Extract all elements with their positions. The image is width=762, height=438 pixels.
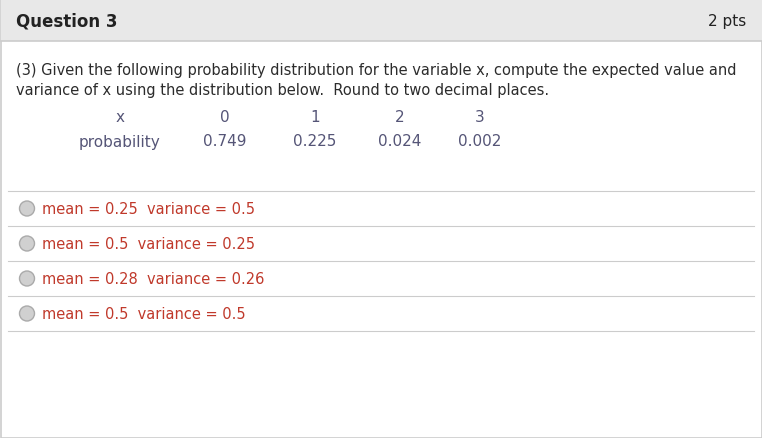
Text: mean = 0.5  variance = 0.5: mean = 0.5 variance = 0.5: [42, 306, 245, 321]
Text: 0.225: 0.225: [293, 134, 337, 149]
Text: 2 pts: 2 pts: [708, 14, 746, 28]
Text: mean = 0.5  variance = 0.25: mean = 0.5 variance = 0.25: [42, 237, 255, 251]
Text: variance of x using the distribution below.  Round to two decimal places.: variance of x using the distribution bel…: [16, 82, 549, 97]
Text: 3: 3: [475, 110, 485, 125]
Text: x: x: [116, 110, 124, 125]
Circle shape: [20, 272, 34, 286]
Circle shape: [20, 237, 34, 251]
Text: probability: probability: [79, 134, 161, 149]
Circle shape: [20, 201, 34, 216]
Text: 0.002: 0.002: [458, 134, 501, 149]
Circle shape: [20, 306, 34, 321]
Text: (3) Given the following probability distribution for the variable x, compute the: (3) Given the following probability dist…: [16, 62, 737, 78]
Text: Question 3: Question 3: [16, 12, 117, 30]
Text: 0.024: 0.024: [378, 134, 421, 149]
Text: 2: 2: [395, 110, 405, 125]
FancyBboxPatch shape: [1, 0, 761, 42]
Text: mean = 0.28  variance = 0.26: mean = 0.28 variance = 0.26: [42, 272, 264, 286]
Text: 0.749: 0.749: [203, 134, 247, 149]
Text: mean = 0.25  variance = 0.5: mean = 0.25 variance = 0.5: [42, 201, 255, 216]
Text: 0: 0: [220, 110, 230, 125]
Text: 1: 1: [310, 110, 320, 125]
